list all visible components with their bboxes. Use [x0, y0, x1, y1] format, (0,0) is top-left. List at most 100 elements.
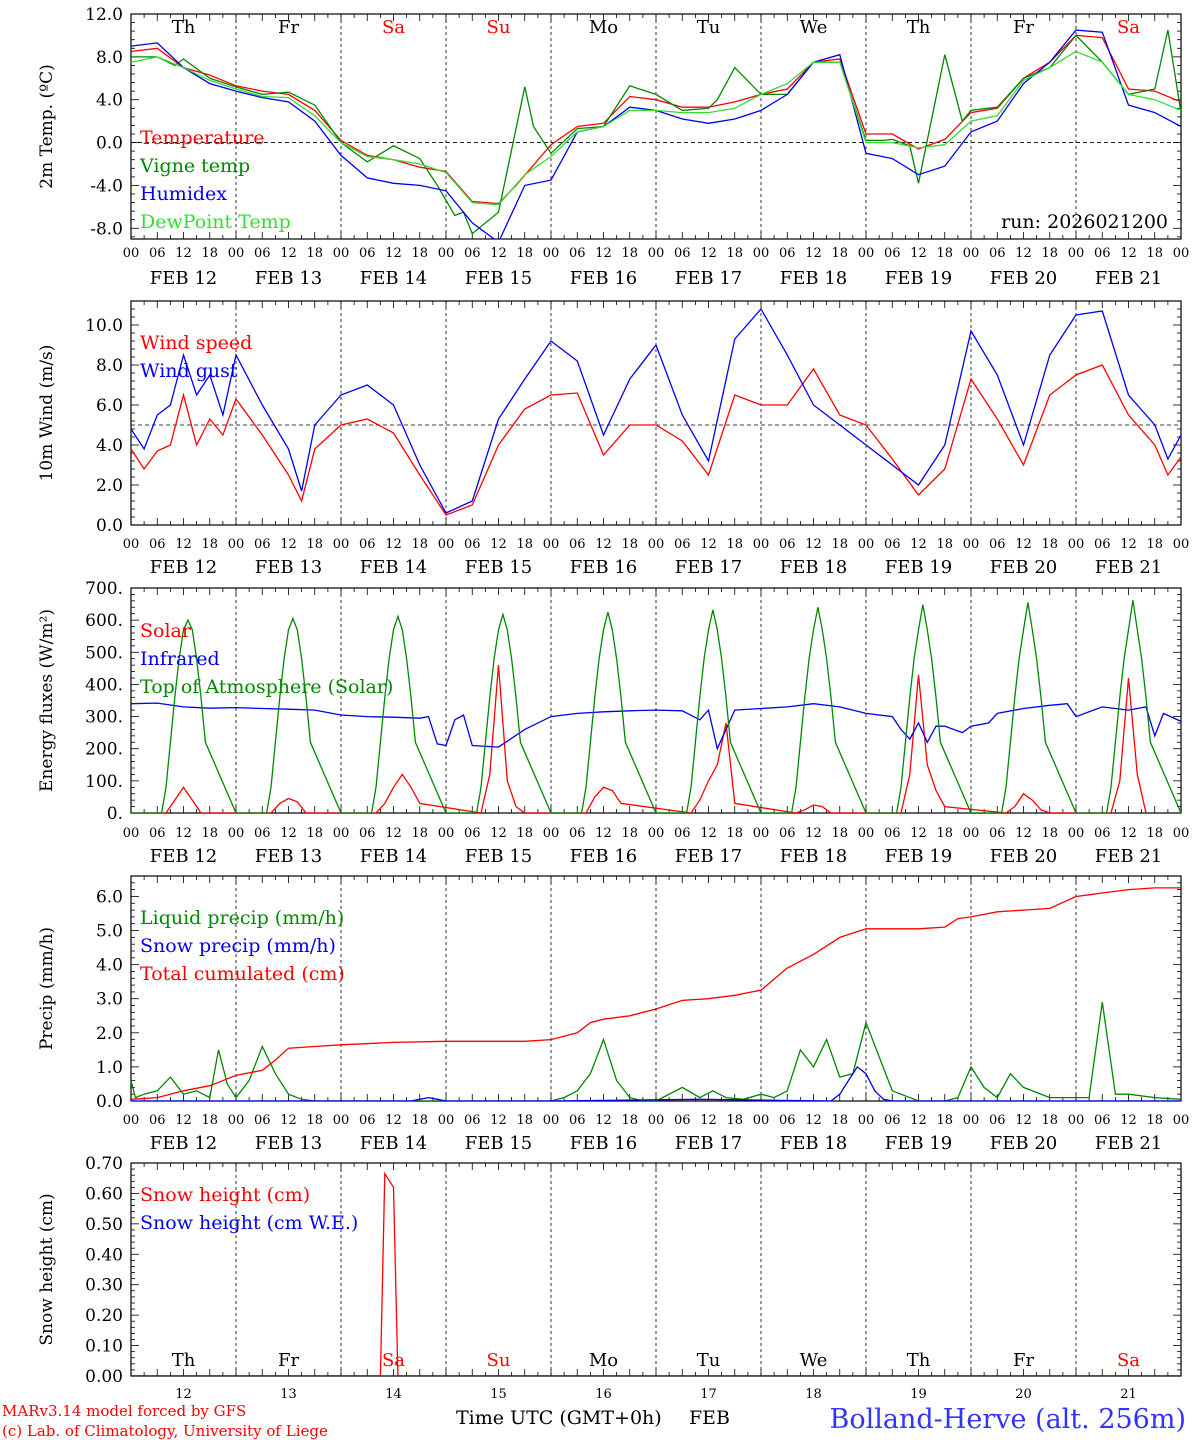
day-name-label: Sa [1117, 17, 1140, 38]
hour-label: 06 [884, 537, 901, 552]
y-axis-label: Energy fluxes (W/m²) [37, 609, 57, 792]
hour-label: 06 [359, 537, 376, 552]
series-line-infrared [131, 702, 1181, 751]
y-tick-label: 700. [85, 579, 123, 599]
hour-label: 18 [201, 246, 218, 261]
hour-label: 00 [1173, 826, 1190, 841]
date-label: FEB 18 [780, 557, 847, 578]
hour-label: 12 [280, 246, 297, 261]
hour-label: 06 [779, 246, 796, 261]
hour-label: 00 [333, 1113, 350, 1128]
hour-label: 06 [1094, 537, 1111, 552]
y-tick-label: 0. [107, 804, 123, 824]
hour-label: 00 [963, 1113, 980, 1128]
day-number-label: 14 [385, 1387, 402, 1402]
series-line-total-cumulated-cm- [131, 887, 1181, 1100]
y-tick-label: 2.0 [96, 1024, 123, 1044]
y-tick-label: 0.60 [85, 1184, 123, 1204]
date-label: FEB 14 [360, 557, 427, 578]
hour-label: 06 [674, 537, 691, 552]
hour-label: 18 [516, 537, 533, 552]
hour-label: 12 [385, 246, 402, 261]
hour-label: 06 [884, 1113, 901, 1128]
hour-label: 00 [858, 246, 875, 261]
hour-label: 00 [753, 246, 770, 261]
hour-label: 00 [1173, 246, 1190, 261]
plot-frame [130, 300, 1182, 526]
hour-label: 06 [464, 537, 481, 552]
hour-label: 18 [201, 826, 218, 841]
hour-label: 18 [411, 537, 428, 552]
hour-label: 06 [674, 826, 691, 841]
hour-label: 00 [543, 537, 560, 552]
hour-label: 00 [123, 826, 140, 841]
hour-label: 12 [805, 246, 822, 261]
hour-label: 00 [438, 1113, 455, 1128]
hour-label: 00 [438, 826, 455, 841]
series-line-top-of-atmosphere-solar- [131, 600, 1181, 813]
date-label: FEB 18 [780, 1133, 847, 1154]
day-number-label: 15 [490, 1387, 507, 1402]
hour-label: 18 [726, 537, 743, 552]
model-credit: MARv3.14 model forced by GFS [2, 1402, 246, 1420]
hour-label: 12 [385, 826, 402, 841]
hour-label: 18 [831, 537, 848, 552]
plot-frame [130, 13, 1182, 240]
day-number-label: 21 [1120, 1387, 1137, 1402]
date-label: FEB 14 [360, 268, 427, 289]
hour-label: 18 [621, 1113, 638, 1128]
hour-label: 06 [569, 246, 586, 261]
hour-label: 06 [989, 826, 1006, 841]
hour-label: 12 [385, 537, 402, 552]
y-tick-label: 8.0 [96, 48, 123, 68]
hour-label: 18 [1146, 537, 1163, 552]
hour-label: 00 [753, 1113, 770, 1128]
y-axis-label: Precip (mm/h) [37, 927, 57, 1050]
hour-label: 12 [700, 826, 717, 841]
hour-label: 00 [858, 826, 875, 841]
date-label: FEB 21 [1095, 557, 1162, 578]
hour-label: 00 [648, 537, 665, 552]
day-name-label: Su [487, 1350, 511, 1371]
date-label: FEB 20 [990, 846, 1057, 867]
hour-label: 00 [543, 826, 560, 841]
plot-frame [130, 587, 1182, 814]
y-tick-label: 4.0 [96, 91, 123, 111]
day-name-label: Th [172, 1350, 196, 1371]
hour-label: 18 [621, 826, 638, 841]
hour-label: 12 [1120, 246, 1137, 261]
hour-label: 12 [280, 826, 297, 841]
hour-label: 18 [726, 1113, 743, 1128]
hour-label: 00 [438, 246, 455, 261]
series-line-solar [131, 665, 1147, 813]
legend-entry: Liquid precip (mm/h) [140, 907, 344, 929]
date-label: FEB 12 [150, 1133, 217, 1154]
day-name-label: Sa [382, 17, 405, 38]
series-line-snow-precip-mm-h- [131, 1065, 1181, 1101]
hour-label: 18 [936, 1113, 953, 1128]
hour-label: 06 [884, 826, 901, 841]
legend-entry: Total cumulated (cm) [140, 963, 345, 985]
day-number-label: 20 [1015, 1387, 1032, 1402]
hour-label: 06 [674, 1113, 691, 1128]
hour-label: 06 [254, 1113, 271, 1128]
date-label: FEB 16 [570, 1133, 637, 1154]
y-tick-label: 0.20 [85, 1306, 123, 1326]
hour-label: 00 [963, 246, 980, 261]
hour-label: 12 [1120, 537, 1137, 552]
hour-label: 18 [516, 246, 533, 261]
day-number-label: 17 [700, 1387, 717, 1402]
date-label: FEB 18 [780, 268, 847, 289]
hour-label: 06 [569, 537, 586, 552]
hour-label: 06 [569, 826, 586, 841]
hour-label: 00 [858, 1113, 875, 1128]
hour-label: 12 [1120, 826, 1137, 841]
hour-label: 12 [805, 537, 822, 552]
series-line-wind-speed [131, 364, 1181, 516]
hour-label: 18 [201, 1113, 218, 1128]
y-tick-label: 2.0 [96, 476, 123, 496]
date-label: FEB 14 [360, 846, 427, 867]
hour-label: 12 [805, 1113, 822, 1128]
hour-label: 12 [1015, 537, 1032, 552]
hour-label: 12 [805, 826, 822, 841]
